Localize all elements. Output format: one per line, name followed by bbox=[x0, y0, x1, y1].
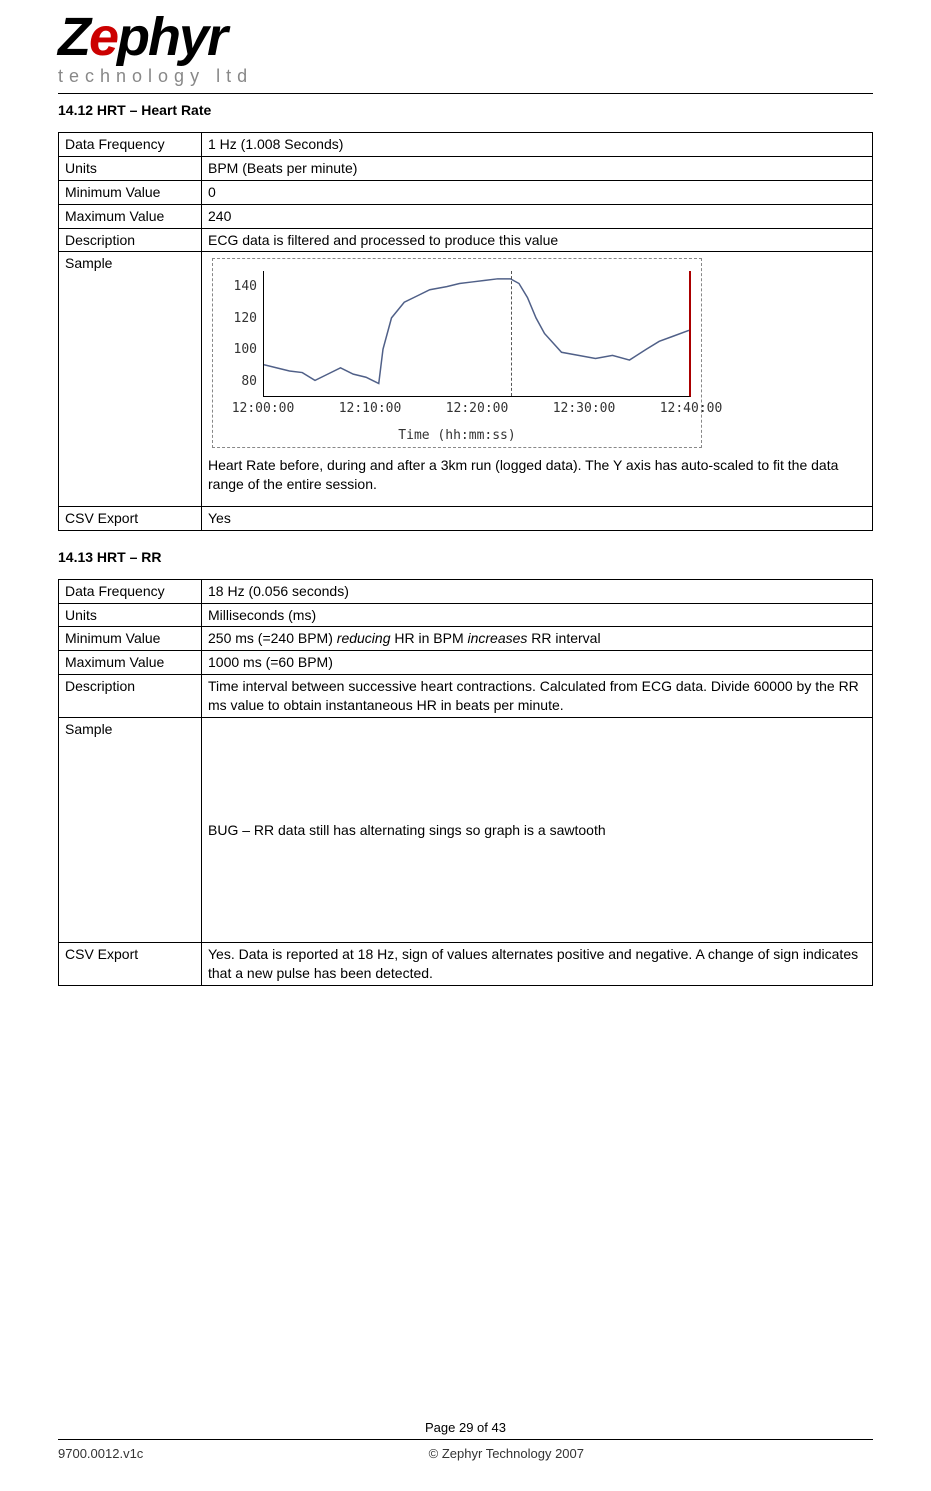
cell-label: Description bbox=[59, 228, 202, 252]
chart-plot-area: 80 100 120 140 12:00:00 12:10:00 12:20:00 12:3… bbox=[217, 265, 697, 425]
chart-series-line bbox=[264, 279, 689, 384]
section-heading-hrt-rr: 14.13 HRT – RR bbox=[58, 549, 873, 565]
chart-xtick: 12:30:00 bbox=[553, 400, 616, 418]
table-hrt-heart-rate: Data Frequency 1 Hz (1.008 Seconds) Unit… bbox=[58, 132, 873, 531]
table-row: Maximum Value 240 bbox=[59, 204, 873, 228]
chart-ytick: 80 bbox=[217, 373, 257, 391]
page-footer: Page 29 of 43 9700.0012.v1c © Zephyr Tec… bbox=[58, 1420, 873, 1461]
cell-value: 0 bbox=[202, 180, 873, 204]
sample-bug-text: BUG – RR data still has alternating sing… bbox=[208, 821, 606, 840]
cell-label: Maximum Value bbox=[59, 651, 202, 675]
min-val-mid: HR in BPM bbox=[390, 630, 467, 646]
logo-letter-z: Z bbox=[58, 7, 89, 67]
cell-label: Description bbox=[59, 675, 202, 718]
min-val-post: RR interval bbox=[527, 630, 600, 646]
logo-word: Zephyr bbox=[58, 10, 873, 64]
cell-value: Yes bbox=[202, 506, 873, 530]
cell-label: Minimum Value bbox=[59, 180, 202, 204]
cell-value: Yes. Data is reported at 18 Hz, sign of … bbox=[202, 943, 873, 986]
chart-xtick: 12:40:00 bbox=[660, 400, 723, 418]
cell-value: BPM (Beats per minute) bbox=[202, 156, 873, 180]
cell-value: BUG – RR data still has alternating sing… bbox=[202, 718, 873, 943]
min-val-italic-1: reducing bbox=[337, 630, 391, 646]
cell-label: Units bbox=[59, 603, 202, 627]
logo-subtitle: technology ltd bbox=[58, 66, 873, 87]
table-row: Units BPM (Beats per minute) bbox=[59, 156, 873, 180]
cell-value: 250 ms (=240 BPM) reducing HR in BPM inc… bbox=[202, 627, 873, 651]
table-row: Description ECG data is filtered and pro… bbox=[59, 228, 873, 252]
logo-letter-e: e bbox=[89, 7, 117, 67]
table-row: Minimum Value 250 ms (=240 BPM) reducing… bbox=[59, 627, 873, 651]
chart-ytick: 140 bbox=[217, 278, 257, 296]
chart-cursor-line bbox=[511, 271, 512, 396]
cell-value: Milliseconds (ms) bbox=[202, 603, 873, 627]
cell-value: 1 Hz (1.008 Seconds) bbox=[202, 133, 873, 157]
footer-copyright: © Zephyr Technology 2007 bbox=[429, 1446, 584, 1461]
sample-chart: 80 100 120 140 12:00:00 12:10:00 12:20:00 12:3… bbox=[212, 258, 702, 448]
chart-xtick: 12:00:00 bbox=[232, 400, 295, 418]
chart-axes bbox=[263, 271, 691, 397]
table-row: Sample 80 100 120 140 12:00:00 12:10:00 12:20… bbox=[59, 252, 873, 506]
table-row: Data Frequency 18 Hz (0.056 seconds) bbox=[59, 579, 873, 603]
cell-label: Maximum Value bbox=[59, 204, 202, 228]
chart-ytick: 120 bbox=[217, 310, 257, 328]
table-row: CSV Export Yes. Data is reported at 18 H… bbox=[59, 943, 873, 986]
table-row: Data Frequency 1 Hz (1.008 Seconds) bbox=[59, 133, 873, 157]
sample-caption: Heart Rate before, during and after a 3k… bbox=[208, 456, 866, 494]
chart-x-axis-label: Time (hh:mm:ss) bbox=[217, 427, 697, 445]
chart-ytick: 100 bbox=[217, 341, 257, 359]
cell-label: Data Frequency bbox=[59, 133, 202, 157]
cell-label: CSV Export bbox=[59, 506, 202, 530]
cell-value: ECG data is filtered and processed to pr… bbox=[202, 228, 873, 252]
cell-label: Data Frequency bbox=[59, 579, 202, 603]
cell-label: Minimum Value bbox=[59, 627, 202, 651]
footer-page-number: Page 29 of 43 bbox=[58, 1420, 873, 1440]
cell-value: 80 100 120 140 12:00:00 12:10:00 12:20:00 12:3… bbox=[202, 252, 873, 506]
cell-label: Sample bbox=[59, 718, 202, 943]
section-heading-hrt-heart-rate: 14.12 HRT – Heart Rate bbox=[58, 102, 873, 118]
table-row: Minimum Value 0 bbox=[59, 180, 873, 204]
chart-xtick: 12:10:00 bbox=[339, 400, 402, 418]
cell-label: Units bbox=[59, 156, 202, 180]
chart-line-svg bbox=[264, 271, 689, 396]
cell-label: Sample bbox=[59, 252, 202, 506]
min-val-pre: 250 ms (=240 BPM) bbox=[208, 630, 337, 646]
logo-rest: phyr bbox=[117, 7, 226, 67]
cell-value: 240 bbox=[202, 204, 873, 228]
chart-xtick: 12:20:00 bbox=[446, 400, 509, 418]
cell-value: 1000 ms (=60 BPM) bbox=[202, 651, 873, 675]
table-row: Units Milliseconds (ms) bbox=[59, 603, 873, 627]
table-row: Description Time interval between succes… bbox=[59, 675, 873, 718]
table-hrt-rr: Data Frequency 18 Hz (0.056 seconds) Uni… bbox=[58, 579, 873, 986]
table-row: Sample BUG – RR data still has alternati… bbox=[59, 718, 873, 943]
logo-header: Zephyr technology ltd bbox=[58, 0, 873, 94]
footer-doc-number: 9700.0012.v1c bbox=[58, 1446, 143, 1461]
cell-value: Time interval between successive heart c… bbox=[202, 675, 873, 718]
table-row: CSV Export Yes bbox=[59, 506, 873, 530]
table-row: Maximum Value 1000 ms (=60 BPM) bbox=[59, 651, 873, 675]
cell-value: 18 Hz (0.056 seconds) bbox=[202, 579, 873, 603]
cell-label: CSV Export bbox=[59, 943, 202, 986]
min-val-italic-2: increases bbox=[468, 630, 528, 646]
